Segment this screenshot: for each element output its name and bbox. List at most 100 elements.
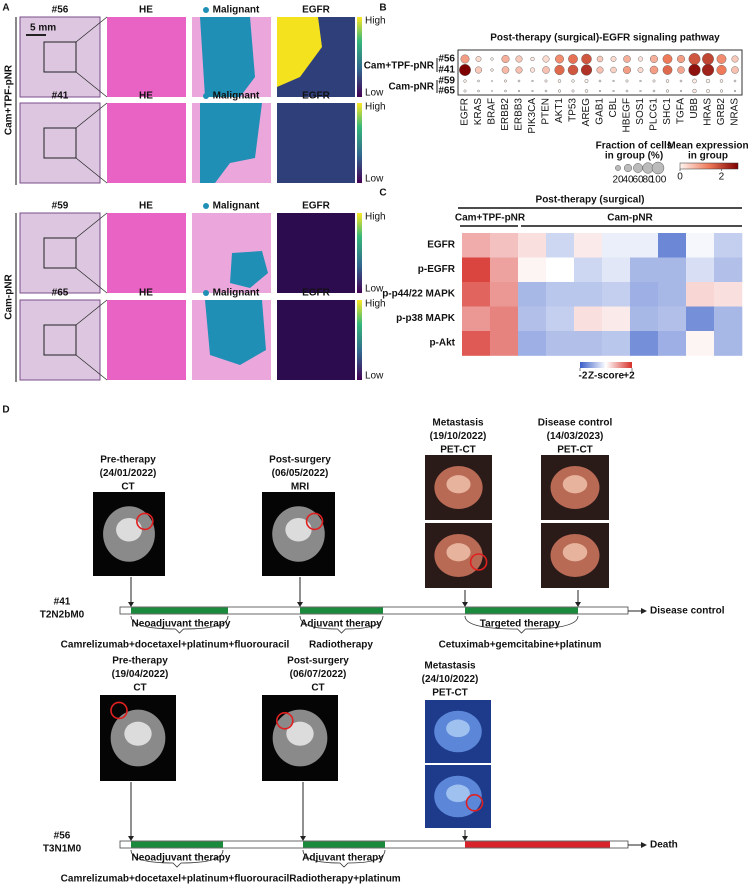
scan-anatomy <box>446 543 471 562</box>
column-label: EGFR <box>302 288 331 299</box>
regimen-label: Camrelizumab+docetaxel+platinum+fluorour… <box>61 874 290 884</box>
event-label: (24/10/2022) <box>422 674 479 685</box>
dot <box>571 89 575 93</box>
group-label: Cam+TPF-pNR <box>4 64 15 135</box>
heatmap-cell <box>546 233 575 258</box>
dot <box>688 53 701 65</box>
heatmap-cell <box>518 282 547 307</box>
heatmap-cell <box>462 257 491 283</box>
dot <box>665 79 670 83</box>
inset-box <box>43 324 77 356</box>
malignant-region <box>200 17 255 97</box>
heatmap-cell <box>546 282 575 307</box>
column-label: HE <box>139 5 153 16</box>
dot <box>665 89 670 93</box>
row-label: #65 <box>438 86 455 97</box>
therapy-bracket <box>130 849 224 868</box>
inset-box <box>43 41 77 73</box>
heatmap-cell <box>658 306 687 332</box>
group-label: Cam+TPF-pNR <box>364 61 435 72</box>
dot <box>662 65 673 75</box>
chart-title: Post-therapy (surgical)-EGFR signaling p… <box>490 33 720 44</box>
patient-stage: T2N2bM0 <box>40 610 85 621</box>
dot <box>504 79 507 83</box>
dot <box>677 66 685 74</box>
heatmap-cell <box>574 257 603 283</box>
arrow-head <box>300 836 306 841</box>
event-label: Metastasis <box>424 661 476 672</box>
event-label: Metastasis <box>432 418 484 429</box>
malignant-region <box>200 103 262 183</box>
dot <box>688 63 701 77</box>
legend-tick: 40 <box>622 175 634 186</box>
therapy-label: Neoadjuvant therapy <box>132 619 231 630</box>
legend-title: in group <box>688 151 728 162</box>
event-label: Pre-therapy <box>112 656 168 667</box>
patient-id: #56 <box>54 831 71 842</box>
overview-image <box>19 212 101 294</box>
gene-label: UBB <box>689 98 700 119</box>
dot <box>515 66 523 74</box>
lesion-marker <box>465 793 484 812</box>
heatmap-cell <box>658 331 687 356</box>
dot <box>625 79 629 83</box>
legend-dot <box>203 203 209 209</box>
dot <box>662 54 673 64</box>
panel-letter: D <box>2 405 9 416</box>
gene-label: NRAS <box>730 98 741 126</box>
heatmap-cell <box>546 257 575 283</box>
legend-tick: 20 <box>612 175 624 186</box>
malignant-region <box>205 300 266 365</box>
colorbar <box>679 162 739 170</box>
therapy-segment <box>303 841 385 848</box>
legend-tick: 100 <box>650 175 667 186</box>
scan-anatomy <box>116 518 142 542</box>
heatmap-cell <box>602 331 631 356</box>
heatmap-cell <box>686 282 715 307</box>
therapy-label: Adjuvant therapy <box>300 619 382 630</box>
dot <box>491 90 493 92</box>
regimen-label: Radiotherapy <box>309 640 373 651</box>
column-label: Malignant <box>213 288 260 299</box>
dot <box>490 68 494 72</box>
heatmap-cell <box>658 282 687 307</box>
inset-box <box>43 237 77 269</box>
dot <box>477 79 480 83</box>
arrow-head <box>462 602 468 607</box>
group-label: Cam-pNR <box>388 82 434 93</box>
dot <box>580 64 593 76</box>
dot <box>596 66 604 74</box>
row-label: #59 <box>438 76 455 87</box>
sample-label: #56 <box>52 5 69 16</box>
therapy-label: Targeted therapy <box>480 619 561 630</box>
lesion-marker <box>136 512 154 531</box>
egfr-image <box>277 103 355 183</box>
dot <box>733 79 737 83</box>
colorbar-label: High <box>365 299 386 310</box>
column-label: HE <box>139 288 153 299</box>
group-label: Cam-pNR <box>4 273 15 319</box>
zoom-line <box>75 16 108 43</box>
dot <box>692 78 697 84</box>
scan-anatomy <box>562 543 588 562</box>
dot <box>544 79 548 83</box>
dot <box>517 89 521 93</box>
legend-dot <box>203 290 209 296</box>
heatmap-cell <box>574 233 603 258</box>
event-label: CT <box>133 683 146 694</box>
dot <box>568 54 578 64</box>
egfr-high-region <box>277 17 322 87</box>
legend-dot <box>633 163 643 173</box>
dot <box>544 89 548 93</box>
dot <box>477 89 480 93</box>
dot <box>719 89 724 93</box>
gene-label: SHC1 <box>662 98 673 125</box>
arrow-head <box>575 602 581 607</box>
dot <box>679 79 683 83</box>
gene-label: ERBB3 <box>514 98 525 131</box>
dot <box>530 56 535 62</box>
event-label: (06/07/2022) <box>290 669 347 680</box>
event-label: (19/10/2022) <box>430 431 487 442</box>
he-image <box>107 300 186 380</box>
heatmap-cell <box>602 257 631 283</box>
